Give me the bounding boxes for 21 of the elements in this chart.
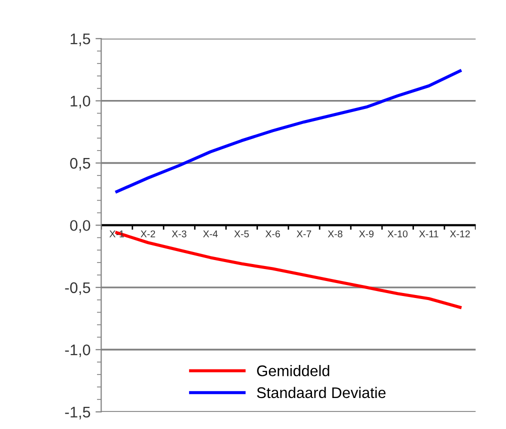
- y-tick-label: 0,5: [70, 158, 90, 171]
- x-tick-label: X-8: [328, 230, 342, 238]
- legend-label: Standaard Deviatie: [256, 386, 386, 398]
- x-tick-label: X-6: [265, 230, 280, 238]
- y-tick-label: 0,0: [70, 220, 90, 233]
- x-tick-label: X-9: [359, 230, 374, 238]
- x-tick-label: X-11: [419, 230, 438, 238]
- legend-label: Gemiddeld: [257, 365, 330, 376]
- x-tick-label: X-3: [172, 230, 186, 238]
- y-tick-label: -1,5: [65, 406, 90, 420]
- x-tick-label: X-2: [140, 230, 156, 238]
- y-tick-label: 1,5: [70, 34, 90, 46]
- line-series: [115, 69, 462, 194]
- x-tick-label: X-5: [234, 230, 249, 238]
- y-tick-label: 1,0: [70, 96, 90, 108]
- y-tick-label: -1,0: [65, 344, 90, 358]
- x-tick-label: X-7: [296, 230, 312, 238]
- x-tick-label: X-10: [388, 230, 408, 238]
- x-tick-label: X-12: [450, 230, 470, 238]
- y-tick-label: -0,5: [65, 282, 90, 295]
- x-tick-label: X-4: [203, 230, 218, 238]
